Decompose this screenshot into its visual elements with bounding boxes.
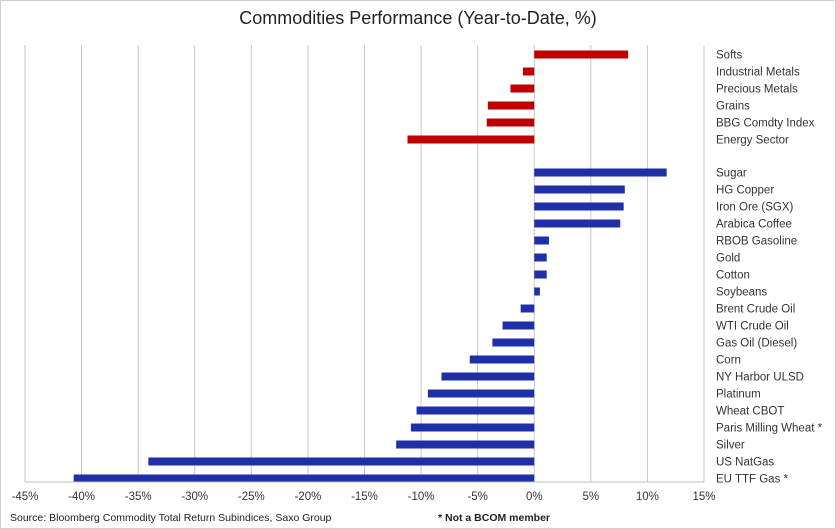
category-label: Platinum [716, 389, 761, 401]
category-label: Silver [716, 440, 745, 452]
x-tick-label: -35% [125, 491, 152, 503]
x-tick-label: 15% [692, 491, 715, 503]
bar [534, 50, 629, 59]
category-label: RBOB Gasoline [716, 236, 797, 248]
category-label: Energy Sector [716, 135, 789, 147]
category-label: BBG Comdty Index [716, 118, 815, 130]
category-label: NY Harbor ULSD [716, 372, 804, 384]
bar [148, 457, 535, 466]
category-label: Industrial Metals [716, 67, 800, 79]
category-label: HG Copper [716, 185, 774, 197]
category-label: Wheat CBOT [716, 406, 784, 418]
bar [407, 135, 535, 144]
bar [396, 440, 535, 449]
bar [486, 118, 535, 127]
x-tick-label: -15% [351, 491, 378, 503]
x-tick-label: 10% [636, 491, 659, 503]
bar [520, 304, 535, 313]
category-label: Grains [716, 101, 750, 113]
category-label: Corn [716, 355, 741, 367]
bar [441, 372, 535, 381]
bar [534, 219, 621, 228]
bar [522, 67, 535, 76]
category-label: Iron Ore (SGX) [716, 202, 793, 214]
bar [492, 338, 535, 347]
bar [416, 406, 535, 415]
category-label: Precious Metals [716, 84, 798, 96]
bar [534, 202, 624, 211]
category-label: Gold [716, 253, 740, 265]
x-tick-label: 0% [526, 491, 543, 503]
bars [73, 50, 667, 483]
category-label: EU TTF Gas * [716, 474, 789, 486]
x-tick-label: 5% [583, 491, 600, 503]
category-label: Arabica Coffee [716, 219, 792, 231]
x-tick-label: -25% [238, 491, 265, 503]
bar [534, 253, 547, 262]
category-label: US NatGas [716, 457, 774, 469]
category-label: Paris Milling Wheat * [716, 423, 823, 435]
x-axis: -45% -40% -35% -30% -25% -20% -15% -10% -5% 0% 5% 1… [12, 481, 716, 503]
x-tick-label: -10% [408, 491, 435, 503]
x-tick-label: -45% [12, 491, 39, 503]
category-labels: Softs Industrial Metals Precious Metals Gra… [716, 50, 823, 486]
source-note: Source: Bloomberg Commodity Total Return… [10, 512, 332, 524]
bar [469, 355, 535, 364]
category-label: Brent Crude Oil [716, 304, 795, 316]
gridlines [24, 45, 705, 482]
bar [534, 185, 625, 194]
x-tick-label: -5% [467, 491, 487, 503]
category-label: WTI Crude Oil [716, 321, 789, 333]
x-tick-label: -30% [181, 491, 208, 503]
bar [534, 168, 667, 177]
chart-title: Commodities Performance (Year-to-Date, %… [239, 8, 597, 28]
footnote: * Not a BCOM member [438, 512, 551, 524]
bar [73, 474, 535, 483]
x-tick-label: -40% [68, 491, 95, 503]
x-tick-label: -20% [294, 491, 321, 503]
category-label: Cotton [716, 270, 750, 282]
bar [534, 287, 540, 296]
bar [534, 270, 547, 279]
bar [502, 321, 535, 330]
bar [534, 236, 549, 245]
category-label: Sugar [716, 168, 747, 180]
bar [510, 84, 535, 93]
category-label: Softs [716, 50, 742, 62]
bar [410, 423, 535, 432]
bar [487, 101, 535, 110]
category-label: Soybeans [716, 287, 767, 299]
category-label: Gas Oil (Diesel) [716, 338, 797, 350]
bar [427, 389, 535, 398]
